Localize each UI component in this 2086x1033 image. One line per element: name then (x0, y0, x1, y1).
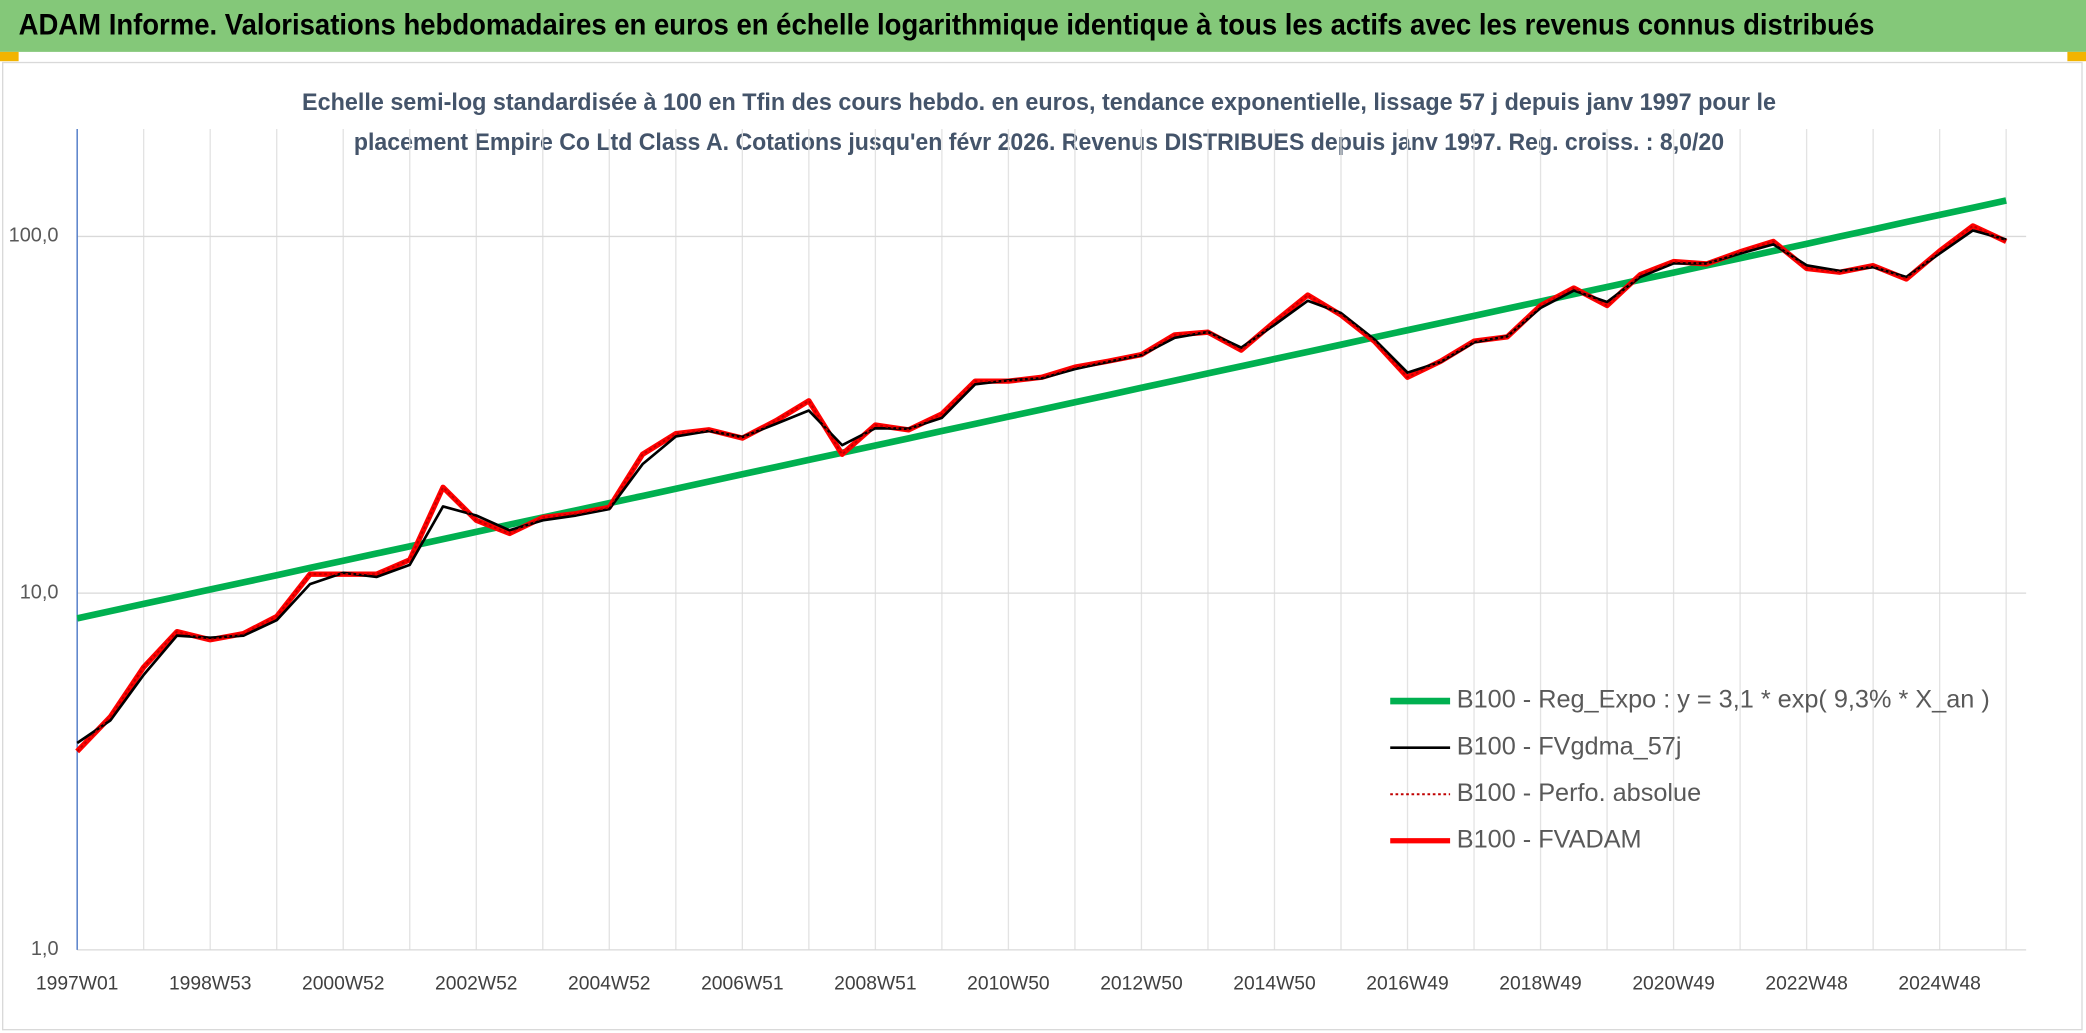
x-tick-label: 2006W51 (701, 974, 783, 995)
series-line (76, 197, 2007, 622)
x-tick-label: 2000W52 (302, 974, 384, 995)
x-tick-label: 2002W52 (435, 974, 517, 995)
y-tick-label: 100,0 (9, 225, 59, 247)
corner-mark (2067, 51, 2086, 62)
legend-label: B100 - FVgdma_57j (1457, 732, 1682, 760)
x-tick-label: 2016W49 (1366, 974, 1448, 995)
x-tick-label: 2018W49 (1499, 974, 1581, 995)
x-tick-label: 2010W50 (967, 974, 1049, 995)
x-tick-label: 1998W53 (169, 974, 251, 995)
corner-mark (0, 51, 19, 62)
page-title: ADAM Informe. Valorisations hebdomadaire… (19, 9, 1875, 41)
x-tick-label: 2004W52 (568, 974, 650, 995)
chart-subtitle: placement Empire Co Ltd Class A. Cotatio… (354, 129, 1724, 156)
x-tick-label: 2012W50 (1100, 974, 1182, 995)
x-tick-label: 2022W48 (1765, 974, 1847, 995)
y-tick-label: 10,0 (20, 581, 59, 603)
x-tick-label: 2014W50 (1233, 974, 1315, 995)
series-line (76, 229, 2007, 745)
chart-subtitle: Echelle semi-log standardisée à 100 en T… (302, 89, 1776, 116)
x-tick-label: 1997W01 (36, 974, 118, 995)
header-bar (0, 0, 2086, 52)
chart-frame (1, 61, 2083, 1031)
y-tick-label: 1,0 (31, 938, 59, 960)
series-line (76, 224, 2007, 753)
x-tick-label: 2008W51 (834, 974, 916, 995)
x-tick-label: 2020W49 (1632, 974, 1714, 995)
legend-label: B100 - FVADAM (1457, 825, 1642, 853)
legend-label: B100 - Perfo. absolue (1457, 779, 1701, 807)
legend-label: B100 - Reg_Expo : y = 3,1 * exp( 9,3% * … (1457, 686, 1990, 714)
x-tick-label: 2024W48 (1898, 974, 1980, 995)
